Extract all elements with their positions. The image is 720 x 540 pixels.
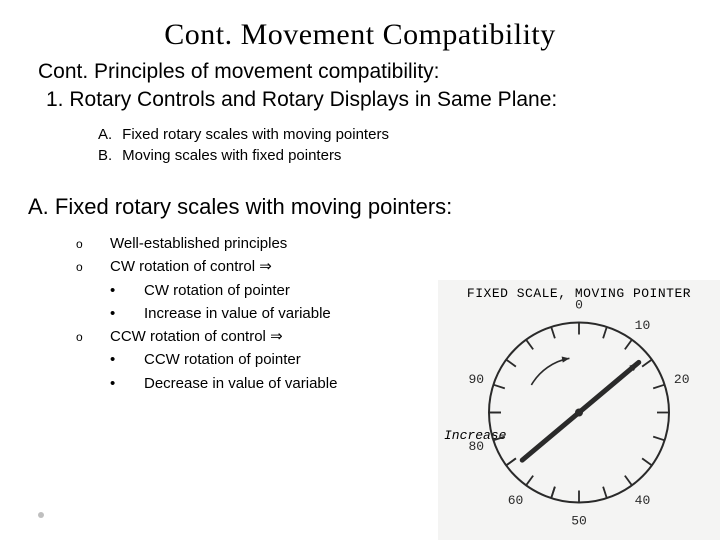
lettered-item-b: B. Moving scales with fixed pointers xyxy=(98,145,692,166)
lettered-text: Moving scales with fixed pointers xyxy=(122,147,341,164)
dot-bullet-icon: • xyxy=(110,348,144,371)
list-item: o Well-established principles xyxy=(76,232,692,255)
slide-title: Cont. Movement Compatibility xyxy=(28,18,692,52)
lettered-text: Fixed rotary scales with moving pointers xyxy=(122,126,389,143)
arrow-icon: ⇒ xyxy=(270,328,283,345)
svg-text:90: 90 xyxy=(468,372,484,387)
dot-bullet-icon: • xyxy=(110,372,144,395)
dot-bullet-icon: • xyxy=(110,279,144,302)
dial-figure: FIXED SCALE, MOVING POINTER Increase 010… xyxy=(438,280,720,540)
svg-text:20: 20 xyxy=(674,372,690,387)
slide-decor-dot xyxy=(38,512,44,518)
list-text: CW rotation of pointer xyxy=(144,279,290,302)
svg-text:50: 50 xyxy=(571,514,587,528)
lettered-label: A. xyxy=(98,124,118,145)
list-text: Well-established principles xyxy=(110,232,287,255)
numbered-item-1: 1. Rotary Controls and Rotary Displays i… xyxy=(28,88,692,112)
list-text: CW rotation of control ⇒ xyxy=(110,255,272,278)
svg-text:80: 80 xyxy=(468,439,484,454)
dot-bullet-icon: • xyxy=(110,302,144,325)
svg-text:60: 60 xyxy=(508,493,524,508)
svg-text:0: 0 xyxy=(575,298,583,313)
list-item: o CW rotation of control ⇒ xyxy=(76,255,692,278)
list-text-pre: CCW rotation of control xyxy=(110,328,270,345)
circle-bullet-icon: o xyxy=(76,328,110,347)
svg-text:10: 10 xyxy=(635,318,651,333)
lettered-label: B. xyxy=(98,145,118,166)
lettered-list: A. Fixed rotary scales with moving point… xyxy=(28,124,692,166)
list-text: CCW rotation of pointer xyxy=(144,348,301,371)
circle-bullet-icon: o xyxy=(76,235,110,254)
svg-text:40: 40 xyxy=(635,493,651,508)
list-text: CCW rotation of control ⇒ xyxy=(110,325,283,348)
circle-bullet-icon: o xyxy=(76,258,110,277)
arrow-icon: ⇒ xyxy=(259,258,272,275)
dial-icon: 0 10 20 40 50 60 80 90 xyxy=(459,298,699,528)
dial-svg-wrap: 0 10 20 40 50 60 80 90 xyxy=(459,298,699,533)
lettered-item-a: A. Fixed rotary scales with moving point… xyxy=(98,124,692,145)
list-text: Increase in value of variable xyxy=(144,302,331,325)
section-a-heading: A. Fixed rotary scales with moving point… xyxy=(28,194,692,220)
list-text-pre: CW rotation of control xyxy=(110,258,259,275)
subtitle: Cont. Principles of movement compatibili… xyxy=(28,60,692,84)
list-text: Decrease in value of variable xyxy=(144,372,337,395)
